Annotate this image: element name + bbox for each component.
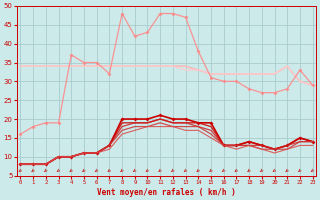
- X-axis label: Vent moyen/en rafales ( km/h ): Vent moyen/en rafales ( km/h ): [97, 188, 236, 197]
